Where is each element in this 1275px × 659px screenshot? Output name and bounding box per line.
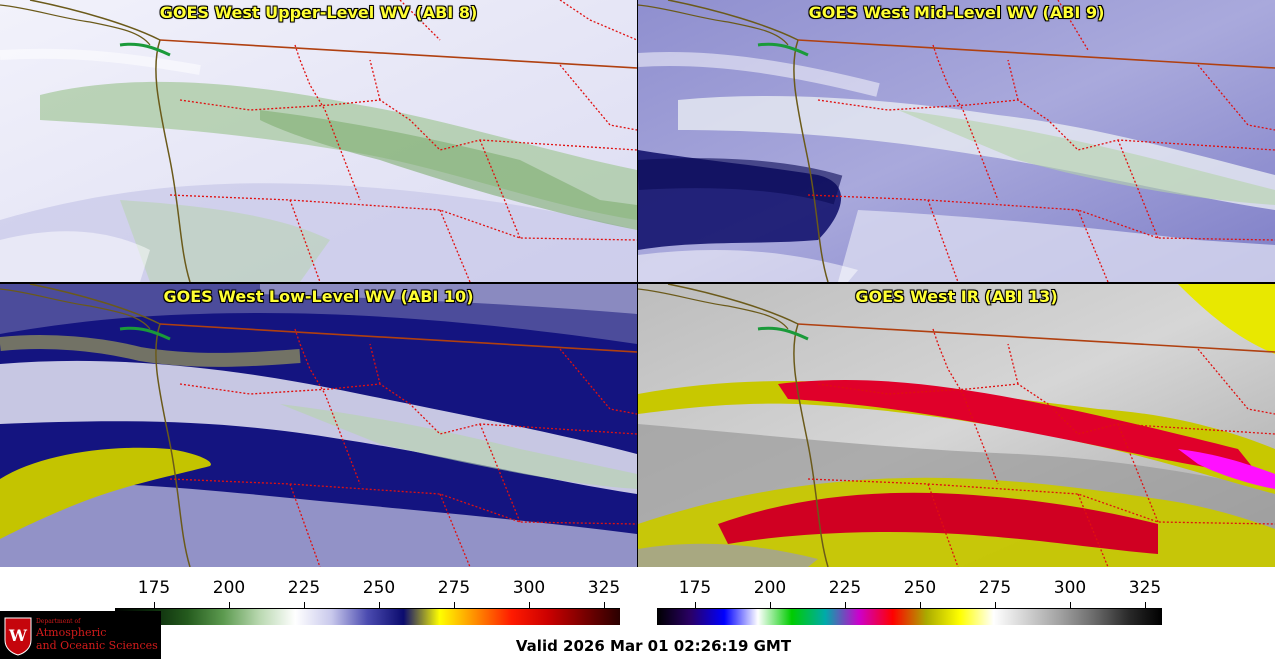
panel-title: GOES West Mid-Level WV (ABI 9) <box>808 3 1105 22</box>
colorbar-tick-mark <box>1070 602 1071 608</box>
colorbar-tick-label: 175 <box>678 578 712 598</box>
colorbar-tick-mark <box>995 602 996 608</box>
panel-divider-horizontal <box>0 282 1275 284</box>
colorbar-tick-label: 250 <box>903 578 937 598</box>
low-level-wv-image <box>0 284 637 567</box>
logo-line3: and Oceanic Sciences <box>36 639 158 652</box>
logo-line2: Atmospheric <box>36 626 107 639</box>
colorbar-tick-label: 175 <box>137 578 171 598</box>
colorbar-tick-mark <box>154 602 155 608</box>
upper-level-wv-image <box>0 0 637 282</box>
colorbar-tick-mark <box>845 602 846 608</box>
colorbar-tick-label: 275 <box>978 578 1012 598</box>
colorbar-tick-mark <box>770 602 771 608</box>
low-level-wv-panel: GOES West Low-Level WV (ABI 10) <box>0 284 637 567</box>
panel-title: GOES West IR (ABI 13) <box>855 287 1058 306</box>
colorbar-tick-mark <box>529 602 530 608</box>
colorbar-tick-mark <box>920 602 921 608</box>
colorbar-tick-mark <box>229 602 230 608</box>
valid-time: Valid 2026 Mar 01 02:26:19 GMT <box>515 637 792 655</box>
logo-line1: Department of <box>36 618 81 625</box>
colorbar-tick-mark <box>695 602 696 608</box>
ir-panel: GOES West IR (ABI 13) <box>638 284 1275 567</box>
colorbar-tick-label: 300 <box>512 578 546 598</box>
colorbar-tick-mark <box>604 602 605 608</box>
wv-colorbar <box>115 608 620 625</box>
panel-title: GOES West Low-Level WV (ABI 10) <box>163 287 474 306</box>
panel-title: GOES West Upper-Level WV (ABI 8) <box>159 3 478 22</box>
colorbar-tick-label: 225 <box>828 578 862 598</box>
upper-level-wv-panel: GOES West Upper-Level WV (ABI 8) <box>0 0 637 282</box>
colorbar-tick-mark <box>454 602 455 608</box>
colorbar-tick-label: 225 <box>287 578 321 598</box>
mid-level-wv-image <box>638 0 1275 282</box>
ir-colorbar <box>657 608 1162 625</box>
colorbar-tick-label: 200 <box>212 578 246 598</box>
svg-text:W: W <box>8 626 28 645</box>
colorbar-tick-label: 250 <box>362 578 396 598</box>
colorbar-tick-mark <box>379 602 380 608</box>
mid-level-wv-panel: GOES West Mid-Level WV (ABI 9) <box>638 0 1275 282</box>
colorbar-tick-mark <box>304 602 305 608</box>
uw-crest-icon: W <box>4 617 32 656</box>
colorbar-tick-label: 200 <box>753 578 787 598</box>
colorbar-tick-label: 325 <box>587 578 621 598</box>
ir-image <box>638 284 1275 567</box>
colorbar-tick-label: 325 <box>1128 578 1162 598</box>
colorbar-tick-label: 275 <box>437 578 471 598</box>
aos-logo: W Department of Atmospheric and Oceanic … <box>0 611 161 659</box>
colorbar-tick-label: 300 <box>1053 578 1087 598</box>
colorbar-tick-mark <box>1145 602 1146 608</box>
